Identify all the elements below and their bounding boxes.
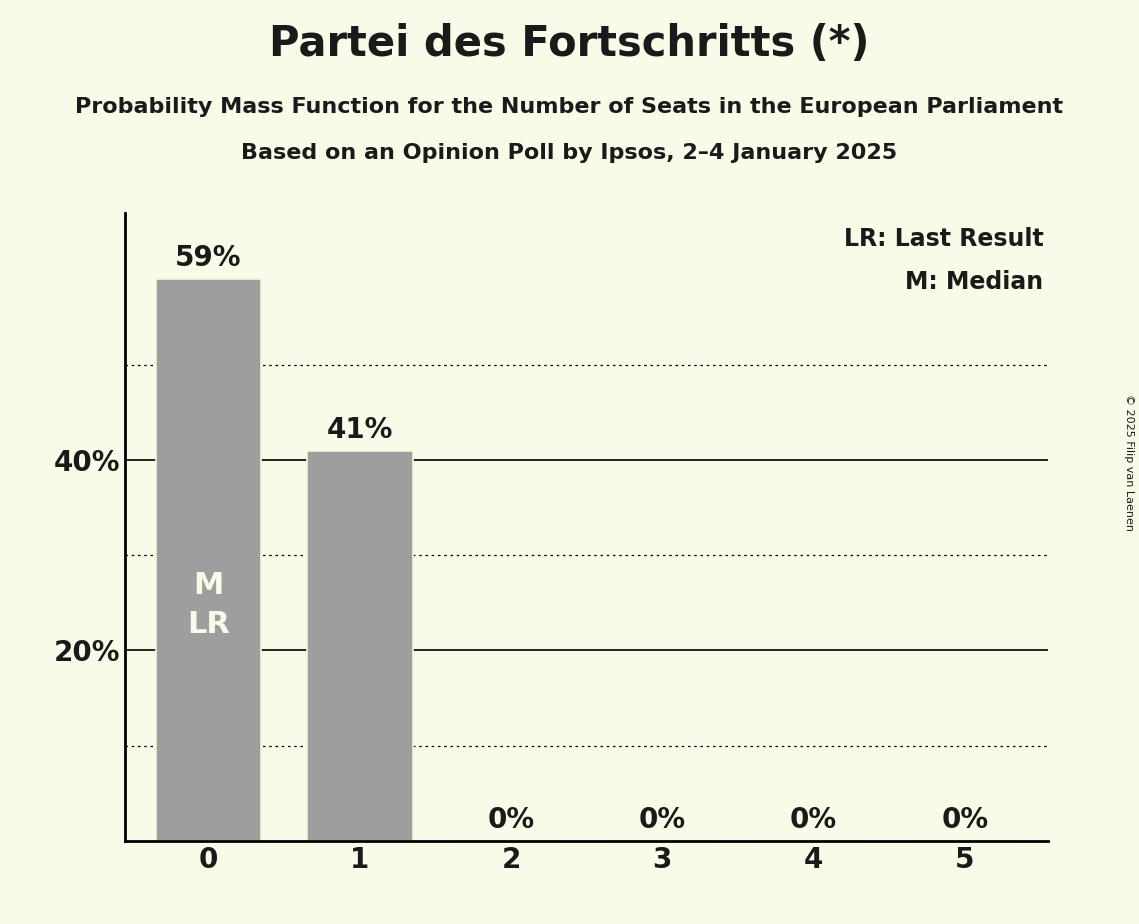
Bar: [156, 279, 262, 841]
Text: 0%: 0%: [789, 806, 837, 834]
Text: M
LR: M LR: [187, 571, 230, 638]
Text: Based on an Opinion Poll by Ipsos, 2–4 January 2025: Based on an Opinion Poll by Ipsos, 2–4 J…: [241, 143, 898, 164]
Text: 0%: 0%: [487, 806, 534, 834]
Text: 59%: 59%: [175, 245, 241, 273]
Bar: [306, 451, 412, 841]
Text: Partei des Fortschritts (*): Partei des Fortschritts (*): [269, 23, 870, 65]
Text: 0%: 0%: [941, 806, 989, 834]
Text: M: Median: M: Median: [906, 270, 1043, 294]
Text: Probability Mass Function for the Number of Seats in the European Parliament: Probability Mass Function for the Number…: [75, 97, 1064, 117]
Text: 0%: 0%: [639, 806, 686, 834]
Text: 41%: 41%: [327, 416, 393, 444]
Text: © 2025 Filip van Laenen: © 2025 Filip van Laenen: [1124, 394, 1133, 530]
Text: LR: Last Result: LR: Last Result: [844, 226, 1043, 250]
